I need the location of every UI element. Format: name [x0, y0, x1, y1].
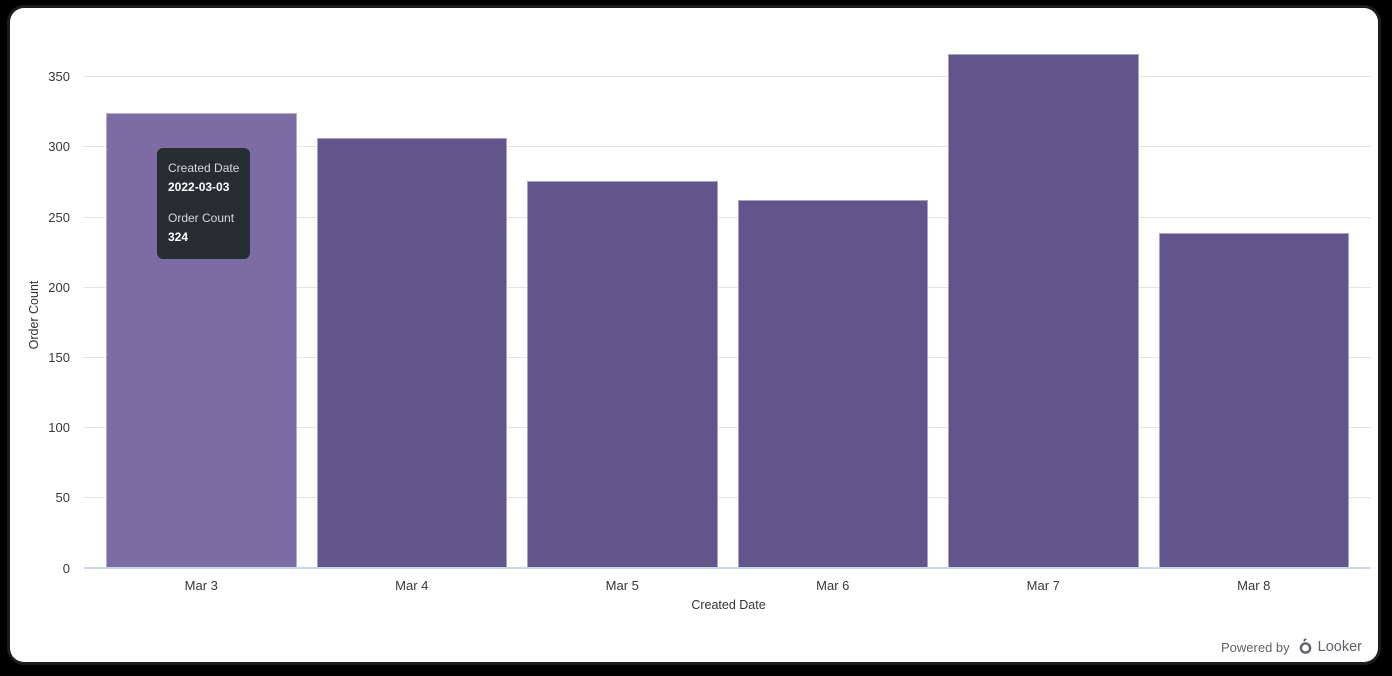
- y-axis-title: Order Count: [27, 280, 41, 350]
- bar-mar-8[interactable]: [1158, 232, 1350, 568]
- x-tick-label: Mar 8: [1237, 578, 1271, 593]
- chart-card: 0 50 100 150 200 250 300 350 Mar 3 Mar 4 Mar 5 Mar …: [10, 8, 1378, 662]
- tooltip-dimension-label: Created Date: [168, 161, 240, 175]
- x-tick-label: Mar 5: [605, 578, 639, 593]
- x-tick-label: Mar 6: [816, 578, 850, 593]
- x-tick-label: Mar 4: [395, 578, 429, 593]
- y-tick-label: 350: [48, 69, 70, 85]
- gridline: [83, 497, 1371, 499]
- looker-logo-icon: [1298, 637, 1313, 658]
- gridline: [83, 76, 1371, 78]
- tooltip-measure-value: 324: [168, 230, 189, 244]
- tooltip-dimension: Created Date 2022-03-03: [168, 159, 239, 197]
- y-tick-label: 200: [48, 279, 70, 295]
- looker-brand-text: Looker: [1317, 639, 1362, 655]
- y-tick-label: 150: [48, 349, 70, 365]
- bar-mar-6[interactable]: [737, 200, 929, 568]
- gridline: [83, 216, 1371, 218]
- powered-by-text: Powered by: [1221, 639, 1290, 655]
- bar-mar-4[interactable]: [316, 138, 508, 568]
- y-tick-label: 0: [62, 560, 70, 576]
- x-axis-title: Created Date: [691, 598, 766, 612]
- tooltip-dimension-value: 2022-03-03: [168, 180, 230, 194]
- gridline: [83, 286, 1371, 288]
- y-tick-label: 50: [55, 490, 70, 506]
- gridline: [83, 427, 1371, 429]
- gridline: [83, 146, 1371, 148]
- tooltip: Created Date 2022-03-03 Order Count 324: [157, 148, 251, 259]
- x-axis-line: [84, 567, 1371, 569]
- x-tick-label: Mar 3: [184, 578, 218, 593]
- tooltip-measure: Order Count 324: [168, 209, 239, 247]
- gridline: [83, 356, 1371, 358]
- bar-mar-5[interactable]: [527, 180, 718, 568]
- y-tick-label: 100: [48, 420, 70, 436]
- y-tick-label: 300: [48, 139, 70, 155]
- powered-by-looker-link[interactable]: Powered by Looker: [1221, 636, 1362, 658]
- y-tick-label: 250: [48, 209, 70, 225]
- tooltip-measure-label: Order Count: [168, 211, 235, 225]
- bar-mar-7[interactable]: [948, 54, 1139, 568]
- plot-area: 0 50 100 150 200 250 300 350 Mar 3 Mar 4 Mar 5 Mar …: [10, 8, 1378, 662]
- x-tick-label: Mar 7: [1026, 578, 1060, 593]
